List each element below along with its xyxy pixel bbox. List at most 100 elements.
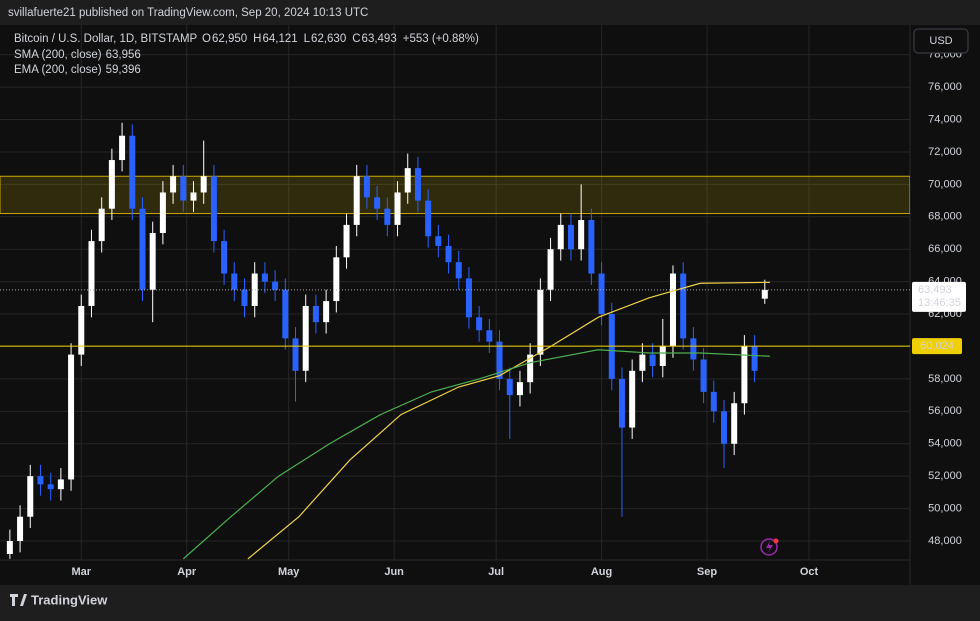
candle-body: [119, 135, 126, 161]
ohlc-key: O: [202, 33, 211, 45]
y-tick-label: 52,000: [928, 470, 962, 482]
candle-body: [465, 278, 472, 318]
y-tick-label: 48,000: [928, 535, 962, 547]
ohlc-value: 62,630: [311, 33, 346, 45]
ohlc-value: 63,493: [362, 33, 397, 45]
y-tick-label: 76,000: [928, 81, 962, 93]
symbol: Bitcoin / U.S. Dollar, 1D, BITSTAMP: [14, 33, 198, 45]
resistance-zone: [0, 175, 910, 215]
candle-body: [27, 476, 34, 517]
candle-body: [486, 330, 493, 342]
candle-body: [455, 262, 462, 279]
candle-body: [629, 370, 636, 428]
candle-body: [272, 281, 279, 290]
candle-body: [200, 176, 207, 193]
last-price-tag: [912, 281, 966, 312]
x-tick-label: Jul: [488, 566, 504, 578]
candle-body: [547, 249, 554, 290]
candle-body: [680, 273, 687, 339]
x-tick-label: Oct: [800, 566, 819, 578]
y-tick-label: 68,000: [928, 211, 962, 223]
y-tick-label: 74,000: [928, 113, 962, 125]
candle-body: [312, 305, 319, 323]
currency[interactable]: USD: [929, 35, 952, 47]
candle-body: [159, 192, 166, 234]
candle-body: [353, 176, 360, 225]
candle-body: [659, 346, 666, 366]
level-tag: [912, 338, 962, 355]
indicator-value: 59,396: [106, 64, 141, 76]
indicator-value: 63,956: [106, 49, 141, 61]
candle-body: [669, 273, 676, 347]
candle-body: [251, 273, 258, 306]
candle-body: [506, 378, 513, 396]
y-tick-label: 56,000: [928, 405, 962, 417]
candle-body: [445, 245, 452, 263]
candle-body: [476, 317, 483, 331]
candle-body: [221, 241, 228, 274]
x-tick-label: Mar: [71, 566, 91, 578]
candle-body: [710, 391, 717, 412]
candle-body: [108, 160, 115, 209]
brand-logo: [10, 594, 27, 606]
candle-body: [588, 220, 595, 274]
candle-body: [333, 257, 340, 302]
chart-bg: [0, 25, 980, 585]
candle-body: [323, 301, 330, 323]
candle-body: [720, 411, 727, 444]
candle-body: [170, 176, 177, 193]
candle-body: [6, 541, 13, 555]
indicator-name: EMA (200, close): [14, 64, 102, 76]
candle-body: [414, 168, 421, 201]
candle-body: [180, 176, 187, 201]
candle-body: [231, 273, 238, 290]
candle-body: [374, 197, 381, 209]
candle-body: [690, 338, 697, 360]
candle-body: [394, 192, 401, 225]
ohlc-key: H: [253, 33, 261, 45]
candle-body: [343, 224, 350, 258]
ohlc-value: 62,950: [212, 33, 247, 45]
x-tick-label: May: [278, 566, 300, 578]
candle-body: [527, 354, 534, 383]
candle-body: [241, 289, 248, 306]
currency-button[interactable]: [913, 28, 969, 54]
candle-body: [68, 354, 75, 480]
moving-average: [247, 281, 770, 560]
candle-body: [261, 273, 268, 282]
last-price-label: 63,493: [918, 284, 952, 296]
candle-body: [496, 341, 503, 379]
candle-body: [598, 273, 605, 315]
y-tick-label: 58,000: [928, 373, 962, 385]
candle-body: [210, 176, 217, 242]
alert-icon[interactable]: [760, 538, 778, 556]
candle-body: [139, 208, 146, 290]
level-label: 60,024: [920, 340, 954, 352]
change: +553 (+0.88%): [403, 33, 479, 45]
candle-body: [751, 346, 758, 371]
ohlc-value: 64,121: [262, 33, 297, 45]
countdown: 13:46:35: [918, 297, 961, 309]
candle-body: [17, 516, 24, 542]
candle-body: [78, 305, 85, 355]
candle-body: [363, 176, 370, 198]
candle-body: [98, 208, 105, 242]
y-tick-label: 70,000: [928, 178, 962, 190]
alert-dot: [773, 538, 779, 544]
alert-bolt: [766, 541, 773, 553]
candle-body: [302, 305, 309, 371]
candle-body: [292, 338, 299, 371]
candle-body: [88, 241, 95, 306]
candle-body: [741, 346, 748, 404]
y-tick-label: 72,000: [928, 146, 962, 158]
candle-body: [639, 354, 646, 371]
candle-body: [149, 233, 156, 290]
candle-body: [190, 192, 197, 201]
ohlc-key: L: [304, 33, 311, 45]
x-tick-label: Sep: [697, 566, 717, 578]
moving-average: [182, 349, 770, 560]
candle-body: [700, 359, 707, 392]
y-tick-label: 54,000: [928, 438, 962, 450]
y-tick-label: 50,000: [928, 503, 962, 515]
